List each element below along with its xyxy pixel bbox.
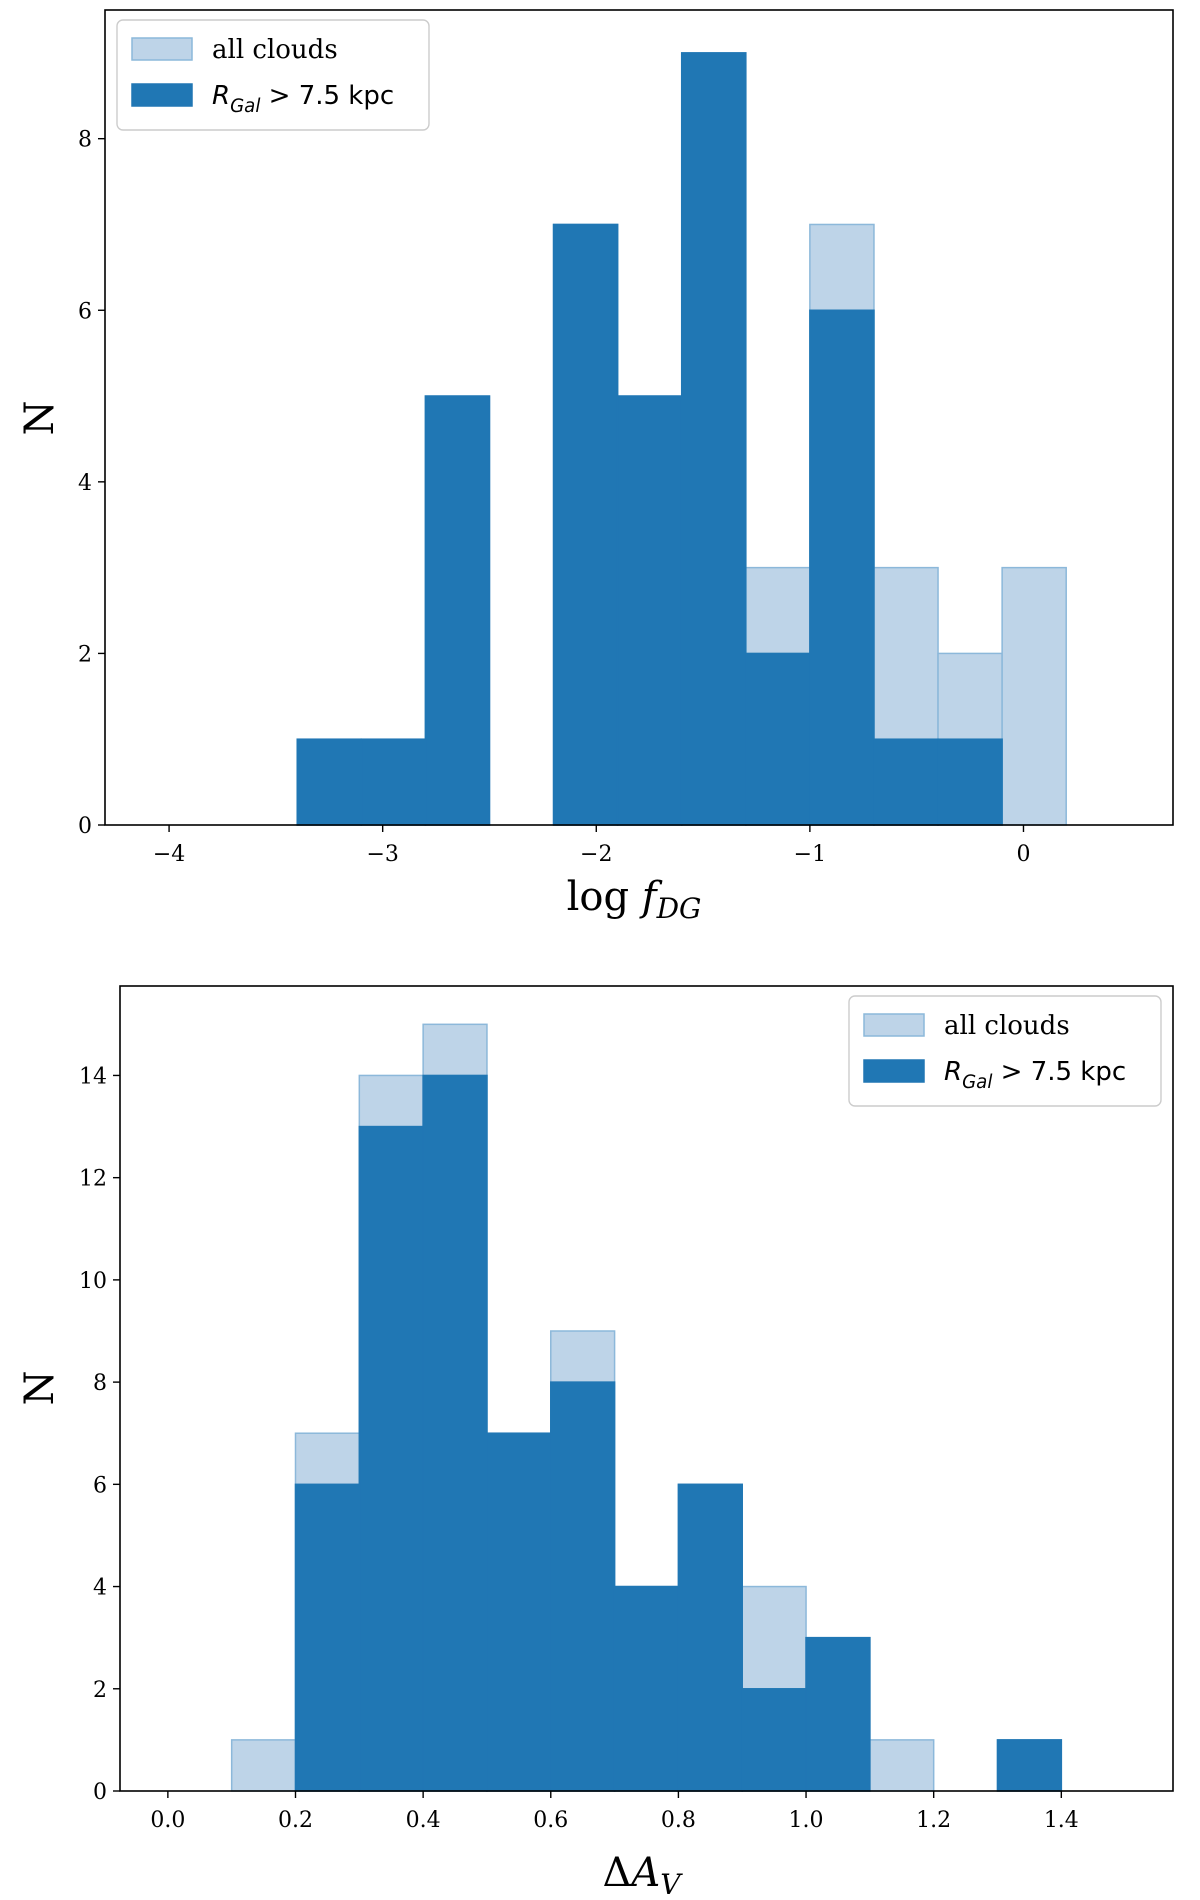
legend-label-all-clouds: all clouds bbox=[944, 1011, 1070, 1041]
legend-swatch-rgal-subset bbox=[863, 1059, 925, 1083]
y-tick-label: 2 bbox=[93, 1678, 107, 1703]
x-tick-label: 1.0 bbox=[789, 1808, 824, 1833]
y-tick-label: 10 bbox=[79, 1269, 107, 1294]
legend: all clouds RGal > 7.5 kpc bbox=[116, 19, 430, 131]
x-tick-label: −3 bbox=[366, 842, 398, 867]
y-tick-label: 4 bbox=[93, 1576, 107, 1601]
y-tick-label: 6 bbox=[78, 299, 92, 324]
legend-label-rest: > 7.5 kpc bbox=[260, 81, 394, 111]
legend-label-all-clouds: all clouds bbox=[212, 35, 338, 65]
y-axis-label: N bbox=[17, 1371, 63, 1406]
bar-rgal-subset bbox=[937, 738, 1003, 826]
x-tick-label: −4 bbox=[153, 842, 185, 867]
bar-rgal-subset bbox=[296, 738, 363, 826]
x-axis-label-prefix: Δ bbox=[602, 1850, 631, 1896]
x-axis-ticks: −4 −3 −2 −1 0 bbox=[153, 825, 1030, 867]
y-axis-ticks: 0 2 4 6 8 10 12 14 bbox=[79, 1064, 120, 1805]
math-subscript: DG bbox=[656, 892, 702, 925]
series-rgal-subset bbox=[296, 52, 1003, 826]
bar-rgal-subset bbox=[996, 1739, 1063, 1792]
x-axis-ticks: 0.0 0.2 0.4 0.6 0.8 1.0 1.2 1.4 bbox=[150, 1791, 1079, 1833]
bar-rgal-subset bbox=[613, 1585, 680, 1792]
math-subscript: Gal bbox=[962, 1072, 992, 1093]
y-tick-label: 8 bbox=[78, 128, 92, 153]
x-tick-label: 0.0 bbox=[150, 1808, 185, 1833]
x-tick-label: 0.8 bbox=[661, 1808, 696, 1833]
legend-swatch-rgal-subset bbox=[131, 83, 193, 107]
y-tick-label: 2 bbox=[78, 642, 92, 667]
y-tick-label: 8 bbox=[93, 1371, 107, 1396]
x-tick-label: 0.2 bbox=[278, 1808, 313, 1833]
legend-box bbox=[116, 19, 430, 131]
bar-all-clouds bbox=[230, 1739, 297, 1792]
legend: all clouds RGal > 7.5 kpc bbox=[848, 995, 1162, 1107]
bar-rgal-subset bbox=[745, 652, 811, 826]
x-tick-label: 1.2 bbox=[916, 1808, 951, 1833]
legend-label-rest: > 7.5 kpc bbox=[992, 1057, 1126, 1087]
bar-rgal-subset bbox=[809, 309, 875, 826]
math-subscript: V bbox=[660, 1868, 683, 1900]
bar-rgal-subset bbox=[616, 395, 683, 826]
y-tick-label: 0 bbox=[78, 814, 92, 839]
bar-rgal-subset bbox=[741, 1688, 807, 1792]
bar-rgal-subset bbox=[805, 1636, 871, 1792]
x-tick-label: −2 bbox=[580, 842, 612, 867]
x-axis-label: log fDG bbox=[567, 874, 702, 925]
math-symbol: A bbox=[627, 1850, 660, 1896]
chart-delta-av-histogram: 0.0 0.2 0.4 0.6 0.8 1.0 1.2 1.402468101214NΔAVa… bbox=[17, 985, 1174, 1900]
legend-label-rgal-subset: RGal > 7.5 kpc bbox=[212, 81, 394, 117]
bar-rgal-subset bbox=[552, 223, 619, 826]
bar-rgal-subset bbox=[550, 1381, 616, 1792]
y-tick-label: 14 bbox=[79, 1064, 107, 1089]
legend-box bbox=[848, 995, 1162, 1107]
bar-rgal-subset bbox=[486, 1432, 552, 1792]
legend-swatch-all-clouds bbox=[131, 37, 193, 61]
math-subscript: Gal bbox=[230, 96, 260, 117]
y-tick-label: 4 bbox=[78, 471, 92, 496]
y-axis-label: N bbox=[17, 401, 63, 436]
bar-all-clouds bbox=[869, 1739, 935, 1792]
y-axis-ticks: 0 2 4 6 8 bbox=[78, 128, 105, 839]
x-tick-label: 0.4 bbox=[406, 1808, 441, 1833]
bar-rgal-subset bbox=[358, 1125, 424, 1792]
legend-label-rgal-subset: RGal > 7.5 kpc bbox=[944, 1057, 1126, 1093]
bar-rgal-subset bbox=[294, 1483, 361, 1792]
series-rgal-subset bbox=[294, 1074, 1063, 1792]
x-tick-label: −1 bbox=[794, 842, 826, 867]
x-axis-label: ΔAV bbox=[602, 1850, 683, 1900]
bar-rgal-subset bbox=[677, 1483, 743, 1792]
x-tick-label: 0.6 bbox=[533, 1808, 568, 1833]
legend-swatch-all-clouds bbox=[863, 1013, 925, 1037]
y-tick-label: 0 bbox=[93, 1780, 107, 1805]
bar-rgal-subset bbox=[680, 52, 747, 826]
math-symbol: R bbox=[944, 1057, 962, 1087]
y-tick-label: 6 bbox=[93, 1473, 107, 1498]
bar-rgal-subset bbox=[424, 395, 491, 826]
y-tick-label: 12 bbox=[79, 1167, 107, 1192]
x-tick-label: 0 bbox=[1016, 842, 1030, 867]
bar-all-clouds bbox=[1001, 566, 1067, 826]
bar-rgal-subset bbox=[873, 738, 939, 826]
x-axis-label-prefix: log bbox=[567, 874, 642, 920]
bar-rgal-subset bbox=[422, 1074, 488, 1792]
math-symbol: R bbox=[212, 81, 230, 111]
axes-frame bbox=[119, 985, 1174, 1792]
axes-frame bbox=[104, 9, 1174, 826]
x-tick-label: 1.4 bbox=[1044, 1808, 1079, 1833]
bar-rgal-subset bbox=[360, 738, 427, 826]
